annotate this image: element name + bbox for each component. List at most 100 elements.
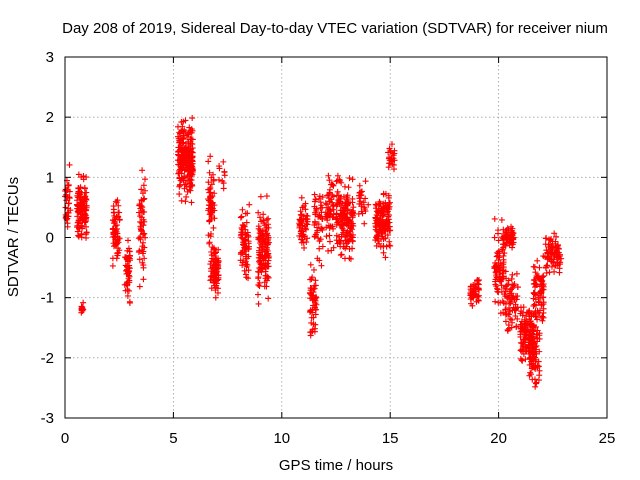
data-point bbox=[243, 263, 250, 270]
data-point bbox=[260, 211, 267, 218]
data-point bbox=[497, 260, 504, 267]
data-point bbox=[372, 220, 379, 227]
data-point bbox=[205, 179, 212, 186]
data-point bbox=[186, 186, 193, 193]
data-point bbox=[386, 145, 393, 152]
data-point bbox=[509, 244, 516, 251]
data-point bbox=[538, 301, 545, 308]
data-point bbox=[139, 167, 146, 174]
data-point bbox=[220, 185, 227, 192]
data-point bbox=[379, 213, 386, 220]
data-point bbox=[530, 341, 537, 348]
data-point bbox=[237, 214, 244, 221]
data-point bbox=[504, 326, 511, 333]
data-point bbox=[188, 199, 195, 206]
data-point bbox=[179, 158, 186, 165]
data-point bbox=[265, 295, 272, 302]
data-point bbox=[505, 277, 512, 284]
data-point bbox=[239, 250, 246, 257]
data-point bbox=[334, 240, 341, 247]
data-point bbox=[126, 252, 133, 259]
data-point bbox=[126, 298, 133, 305]
data-point bbox=[125, 275, 132, 282]
data-point bbox=[376, 223, 383, 230]
data-point bbox=[343, 220, 350, 227]
data-point bbox=[345, 237, 352, 244]
data-point bbox=[520, 346, 527, 353]
data-point bbox=[245, 240, 252, 247]
data-point bbox=[315, 221, 322, 228]
data-point bbox=[513, 296, 520, 303]
data-point bbox=[336, 237, 343, 244]
data-point bbox=[313, 301, 320, 308]
data-point bbox=[362, 178, 369, 185]
data-point bbox=[140, 264, 147, 271]
data-point bbox=[538, 314, 545, 321]
data-point bbox=[492, 281, 499, 288]
data-point bbox=[263, 193, 270, 200]
data-point bbox=[308, 314, 315, 321]
data-point bbox=[373, 214, 380, 221]
data-point bbox=[528, 358, 535, 365]
data-point bbox=[519, 323, 526, 330]
data-point bbox=[475, 281, 482, 288]
data-point bbox=[182, 144, 189, 151]
data-point bbox=[140, 239, 147, 246]
data-point bbox=[75, 185, 82, 192]
data-point bbox=[309, 297, 316, 304]
data-point bbox=[255, 291, 261, 298]
data-point bbox=[513, 323, 520, 330]
data-point bbox=[110, 225, 117, 232]
data-point bbox=[180, 118, 187, 125]
data-point bbox=[330, 182, 337, 189]
data-point bbox=[242, 210, 249, 217]
data-point bbox=[296, 220, 303, 227]
data-point bbox=[255, 300, 262, 307]
data-point bbox=[212, 276, 219, 283]
data-point bbox=[81, 185, 88, 192]
data-point bbox=[517, 328, 524, 335]
data-point bbox=[265, 224, 272, 231]
data-point bbox=[530, 295, 537, 302]
data-point bbox=[467, 286, 474, 293]
data-point bbox=[533, 331, 540, 338]
data-point bbox=[313, 207, 320, 214]
data-point bbox=[125, 237, 132, 244]
data-point bbox=[311, 233, 318, 240]
data-point bbox=[510, 282, 517, 289]
data-point bbox=[142, 176, 149, 183]
data-point bbox=[183, 177, 190, 184]
data-point bbox=[379, 229, 386, 236]
data-point bbox=[75, 171, 82, 178]
data-point bbox=[520, 304, 527, 311]
data-point bbox=[212, 294, 219, 301]
data-point bbox=[324, 214, 331, 221]
data-point bbox=[80, 173, 87, 180]
data-point bbox=[471, 286, 478, 293]
data-point bbox=[126, 267, 133, 274]
data-point bbox=[382, 254, 389, 261]
data-point bbox=[358, 188, 365, 195]
data-point bbox=[508, 235, 515, 242]
data-point bbox=[335, 218, 342, 225]
data-point bbox=[211, 249, 218, 256]
data-point bbox=[255, 275, 262, 282]
data-point bbox=[212, 264, 219, 271]
data-point bbox=[512, 305, 519, 312]
data-point bbox=[497, 267, 504, 274]
data-point bbox=[495, 230, 502, 237]
data-point bbox=[79, 304, 86, 311]
data-point bbox=[540, 309, 547, 316]
data-point bbox=[297, 217, 304, 224]
data-point bbox=[553, 233, 560, 240]
data-point bbox=[177, 130, 184, 137]
data-point bbox=[343, 194, 350, 201]
data-point bbox=[498, 216, 505, 223]
data-point bbox=[255, 225, 262, 232]
data-point bbox=[494, 286, 501, 293]
data-point bbox=[501, 250, 508, 257]
data-point bbox=[492, 298, 499, 305]
data-point bbox=[502, 242, 509, 249]
data-point bbox=[509, 225, 516, 232]
data-point bbox=[177, 177, 184, 184]
